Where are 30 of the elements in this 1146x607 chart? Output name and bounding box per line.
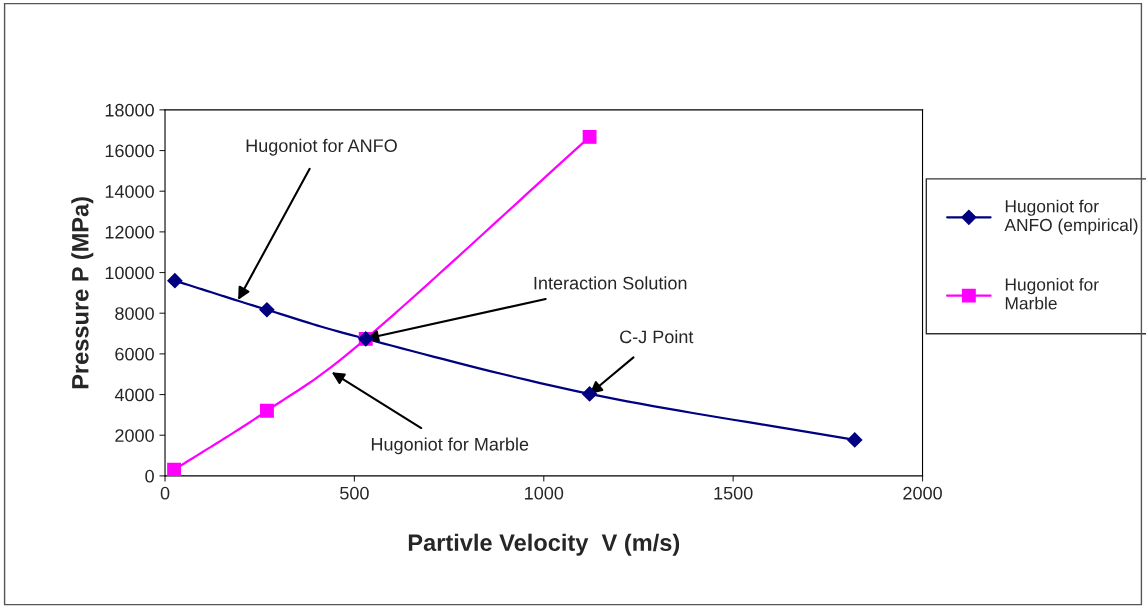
point [167, 462, 182, 476]
point [259, 302, 275, 318]
x-tick-label: 2000 [903, 486, 942, 500]
x-tick-label: 0 [160, 486, 170, 500]
x-tick-label: 500 [340, 486, 369, 500]
annotation: Interaction Solution [534, 276, 687, 290]
annotation: Hugoniot for Marble [371, 437, 529, 455]
y-tick-label: 12000 [105, 225, 154, 239]
x-tick-label: 1000 [525, 486, 564, 500]
y-axis-title: Pressure P (MPa) [71, 197, 94, 389]
y-tick-label: 16000 [105, 144, 154, 158]
y-tick-label: 10000 [105, 266, 154, 280]
annotation: Hugoniot for ANFO [246, 138, 397, 156]
y-tick-label: 6000 [115, 347, 154, 361]
point [167, 273, 183, 289]
point [582, 386, 598, 402]
legend-label: Hugoniot for Marble [1005, 277, 1099, 310]
annotation: C-J Point [620, 329, 694, 344]
x-axis-title: Partivle Velocity V (m/s) [408, 533, 680, 556]
y-tick-label: 0 [145, 469, 154, 483]
y-tick-label: 18000 [105, 103, 154, 117]
y-tick-label: 8000 [115, 307, 154, 320]
point [259, 403, 274, 418]
point [582, 129, 597, 144]
point [847, 432, 863, 448]
y-tick-label: 4000 [114, 388, 154, 402]
x-tick-label: 1500 [714, 486, 753, 500]
y-tick-label: 14000 [105, 185, 154, 198]
y-tick-label: 2000 [115, 429, 154, 442]
legend-label: Hugoniot for ANFO (empirical) [1004, 199, 1138, 235]
